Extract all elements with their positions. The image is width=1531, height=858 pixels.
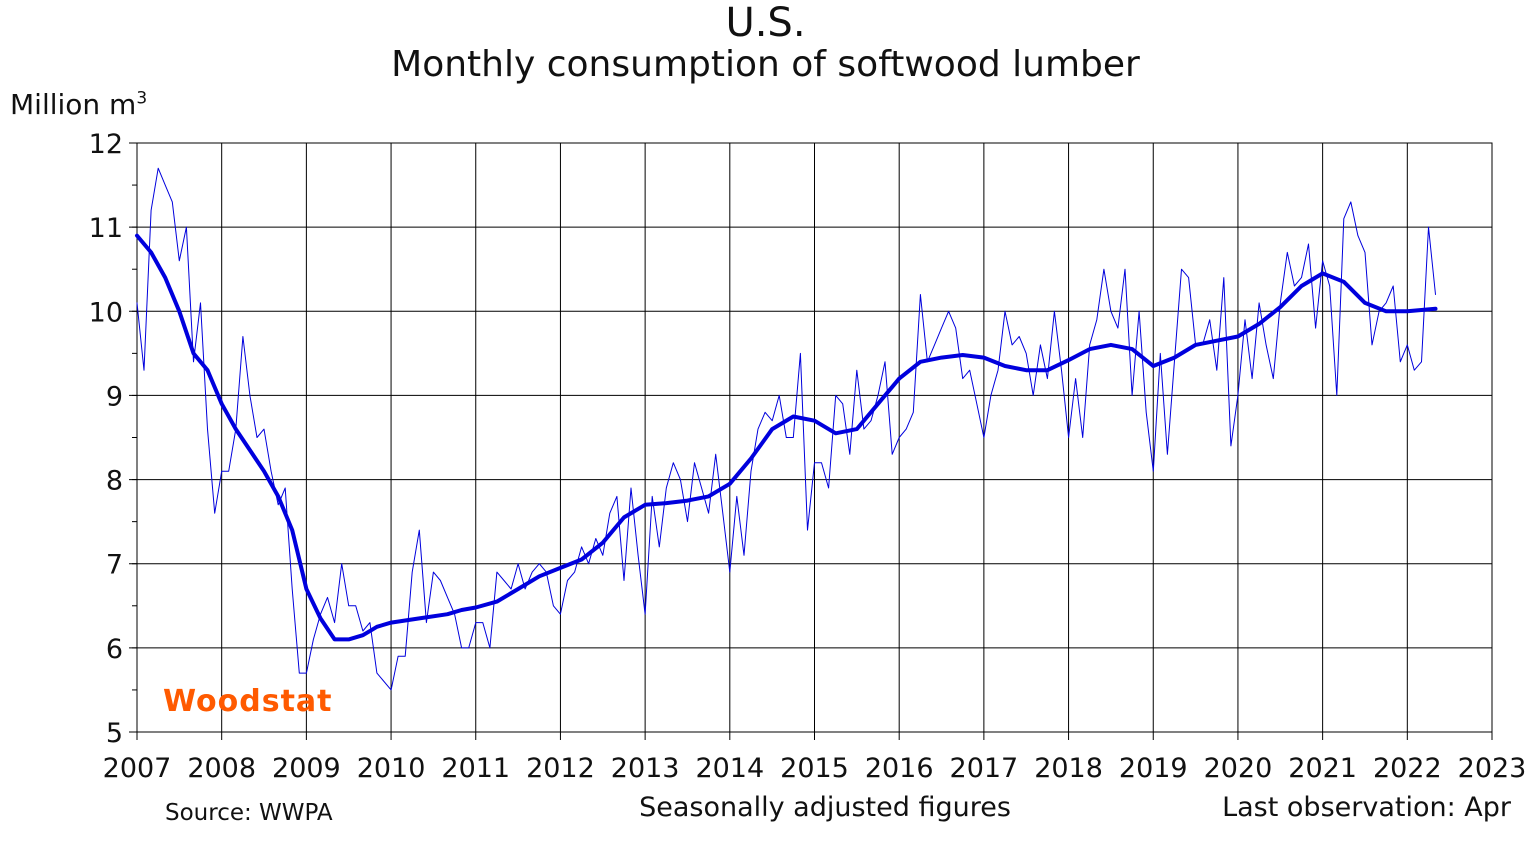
adjustment-note: Seasonally adjusted figures: [639, 792, 1011, 823]
y-tick-label: 6: [106, 634, 123, 665]
x-tick-label: 2022: [1373, 753, 1442, 784]
grid-lines: [129, 142, 1493, 740]
monthly-line: [136, 167, 1436, 691]
x-tick-label: 2008: [187, 753, 256, 784]
series-lines: [135, 167, 1438, 691]
y-tick-label: 8: [106, 466, 123, 497]
y-tick-label: 11: [89, 213, 123, 244]
last-observation-note: Last observation: Apr: [1222, 792, 1511, 823]
x-tick-label: 2021: [1288, 753, 1357, 784]
chart-title: U.S.: [725, 0, 806, 46]
x-tick-label: 2017: [950, 753, 1019, 784]
y-axis-label-main: Million m: [10, 88, 137, 121]
x-tick-label: 2018: [1034, 753, 1103, 784]
chart-subtitle: Monthly consumption of softwood lumber: [391, 44, 1140, 85]
trend-line: [135, 233, 1438, 642]
x-tick-label: 2014: [695, 753, 764, 784]
y-tick-label: 9: [106, 381, 123, 412]
x-tick-label: 2015: [780, 753, 849, 784]
woodstat-logo: Woodstat: [163, 684, 333, 719]
y-axis-label-superscript: 3: [136, 88, 148, 109]
x-tick-label: 2016: [865, 753, 934, 784]
y-tick-label: 5: [106, 718, 123, 749]
x-tick-label: 2007: [103, 753, 172, 784]
y-axis-label: Million m3: [10, 88, 147, 121]
y-tick-label: 7: [106, 550, 123, 581]
x-tick-label: 2012: [526, 753, 595, 784]
y-tick-label: 12: [89, 129, 123, 160]
x-tick-label: 2011: [441, 753, 510, 784]
x-tick-label: 2020: [1204, 753, 1273, 784]
x-tick-label: 2009: [272, 753, 341, 784]
x-tick-label: 2013: [611, 753, 680, 784]
x-tick-label: 2019: [1119, 753, 1188, 784]
x-tick-label: 2010: [357, 753, 426, 784]
tick-labels: 2007 2008 2009 2010 2011 2012 2013 2014 2015 2016…: [89, 129, 1527, 784]
source-note: Source: WWPA: [165, 800, 333, 826]
y-tick-label: 10: [89, 297, 123, 328]
x-tick-label: 2023: [1458, 753, 1527, 784]
